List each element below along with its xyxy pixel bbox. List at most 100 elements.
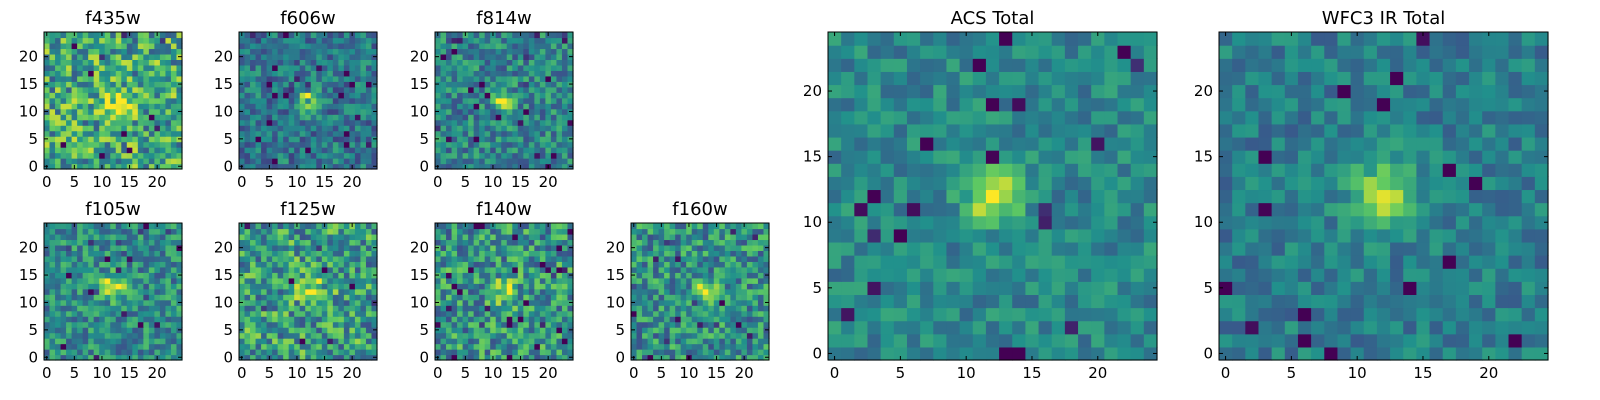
heatmap-cell	[371, 332, 378, 339]
heatmap-cell	[528, 250, 535, 257]
heatmap-cell	[933, 333, 948, 348]
heatmap-cell	[244, 354, 251, 361]
heatmap-cell	[115, 283, 122, 290]
heatmap-cell	[702, 239, 709, 246]
heatmap-cell	[159, 32, 167, 39]
heatmap-cell	[528, 64, 535, 71]
heatmap-cell	[495, 272, 502, 279]
heatmap-cell	[110, 316, 117, 323]
heatmap-cell	[567, 59, 574, 66]
heatmap-cell	[239, 158, 246, 165]
heatmap-cell	[126, 97, 133, 104]
heatmap-cell	[462, 250, 469, 257]
heatmap-cell	[713, 299, 720, 306]
heatmap-cell	[512, 97, 519, 104]
heatmap-cell	[349, 119, 356, 126]
heatmap-cell	[244, 327, 251, 334]
heatmap-cell	[244, 321, 251, 328]
heatmap-cell	[55, 86, 62, 93]
heatmap-cell	[523, 255, 530, 262]
heatmap-cell	[473, 70, 480, 77]
heatmap-cell	[550, 343, 558, 350]
heatmap-cell	[343, 244, 350, 251]
heatmap-cell	[261, 321, 268, 328]
heatmap-cell	[523, 119, 530, 126]
heatmap-cell	[959, 241, 974, 256]
heatmap-cell	[239, 228, 246, 235]
heatmap-cell	[66, 316, 73, 323]
x-tick-label: 15	[120, 364, 139, 382]
heatmap-cell	[1012, 241, 1026, 256]
heatmap-cell	[66, 321, 73, 328]
heatmap-cell	[735, 299, 742, 306]
heatmap-cell	[691, 228, 698, 235]
heatmap-cell	[332, 261, 339, 268]
heatmap-cell	[867, 163, 882, 177]
heatmap-cell	[82, 283, 89, 290]
heatmap-cell	[675, 272, 682, 279]
heatmap-cell	[741, 299, 748, 306]
heatmap-cell	[893, 307, 908, 322]
heatmap-cell	[972, 215, 987, 230]
heatmap-cell	[451, 223, 458, 230]
heatmap-cell	[642, 349, 649, 356]
heatmap-cell	[283, 299, 290, 306]
heatmap-cell	[244, 299, 251, 306]
heatmap-cell	[294, 239, 301, 246]
heatmap-cell	[501, 152, 508, 159]
heatmap-cell	[556, 343, 563, 350]
heatmap-cell	[60, 321, 67, 328]
heatmap-cell	[283, 130, 290, 137]
heatmap-cell	[165, 97, 172, 104]
heatmap-cell	[556, 327, 563, 334]
heatmap-cell	[272, 114, 279, 121]
heatmap-cell	[730, 327, 737, 334]
heatmap-cell	[457, 233, 464, 241]
heatmap-cell	[277, 250, 284, 257]
heatmap-cell	[545, 103, 552, 110]
heatmap-cell	[1117, 268, 1132, 282]
heatmap-cell	[126, 147, 133, 154]
heatmap-cell	[165, 103, 172, 110]
heatmap-cell	[446, 233, 453, 241]
heatmap-cell	[255, 299, 262, 306]
heatmap-cell	[165, 288, 172, 295]
heatmap-cell	[148, 108, 155, 115]
heatmap-cell	[299, 255, 306, 262]
heatmap-cell	[143, 59, 150, 66]
heatmap-cell	[545, 338, 552, 345]
x-tick-label: 0	[629, 364, 639, 382]
heatmap-cell	[255, 92, 262, 99]
heatmap-cell	[484, 244, 491, 251]
y-tick-label: 10	[214, 293, 233, 311]
heatmap-cell	[490, 37, 497, 44]
heatmap-cell	[741, 338, 748, 345]
heatmap-cell	[719, 349, 726, 356]
heatmap-cell	[1078, 346, 1092, 361]
heatmap-cell	[349, 59, 356, 66]
heatmap-cell	[176, 250, 183, 257]
heatmap-cell	[272, 310, 279, 317]
heatmap-cell	[561, 130, 569, 137]
y-tick-label: 20	[19, 239, 38, 257]
heatmap-cell	[1012, 281, 1026, 295]
heatmap-cell	[272, 343, 279, 350]
heatmap-cell	[299, 114, 306, 121]
heatmap-cell	[310, 92, 317, 99]
heatmap-cell	[539, 114, 546, 121]
heatmap-cell	[66, 332, 73, 339]
heatmap-cell	[327, 32, 334, 39]
heatmap-cell	[468, 37, 475, 44]
heatmap-cell	[435, 152, 442, 159]
heatmap-cell	[539, 338, 546, 345]
heatmap-cell	[435, 86, 442, 93]
heatmap-cell	[506, 152, 513, 159]
heatmap-cell	[283, 294, 290, 301]
heatmap-cell	[550, 53, 558, 60]
heatmap-cell	[539, 108, 546, 115]
heatmap-cell	[664, 321, 671, 328]
heatmap-cell	[539, 141, 546, 148]
heatmap-cell	[828, 215, 842, 230]
heatmap-cell	[1064, 215, 1079, 230]
heatmap-cell	[60, 103, 67, 110]
